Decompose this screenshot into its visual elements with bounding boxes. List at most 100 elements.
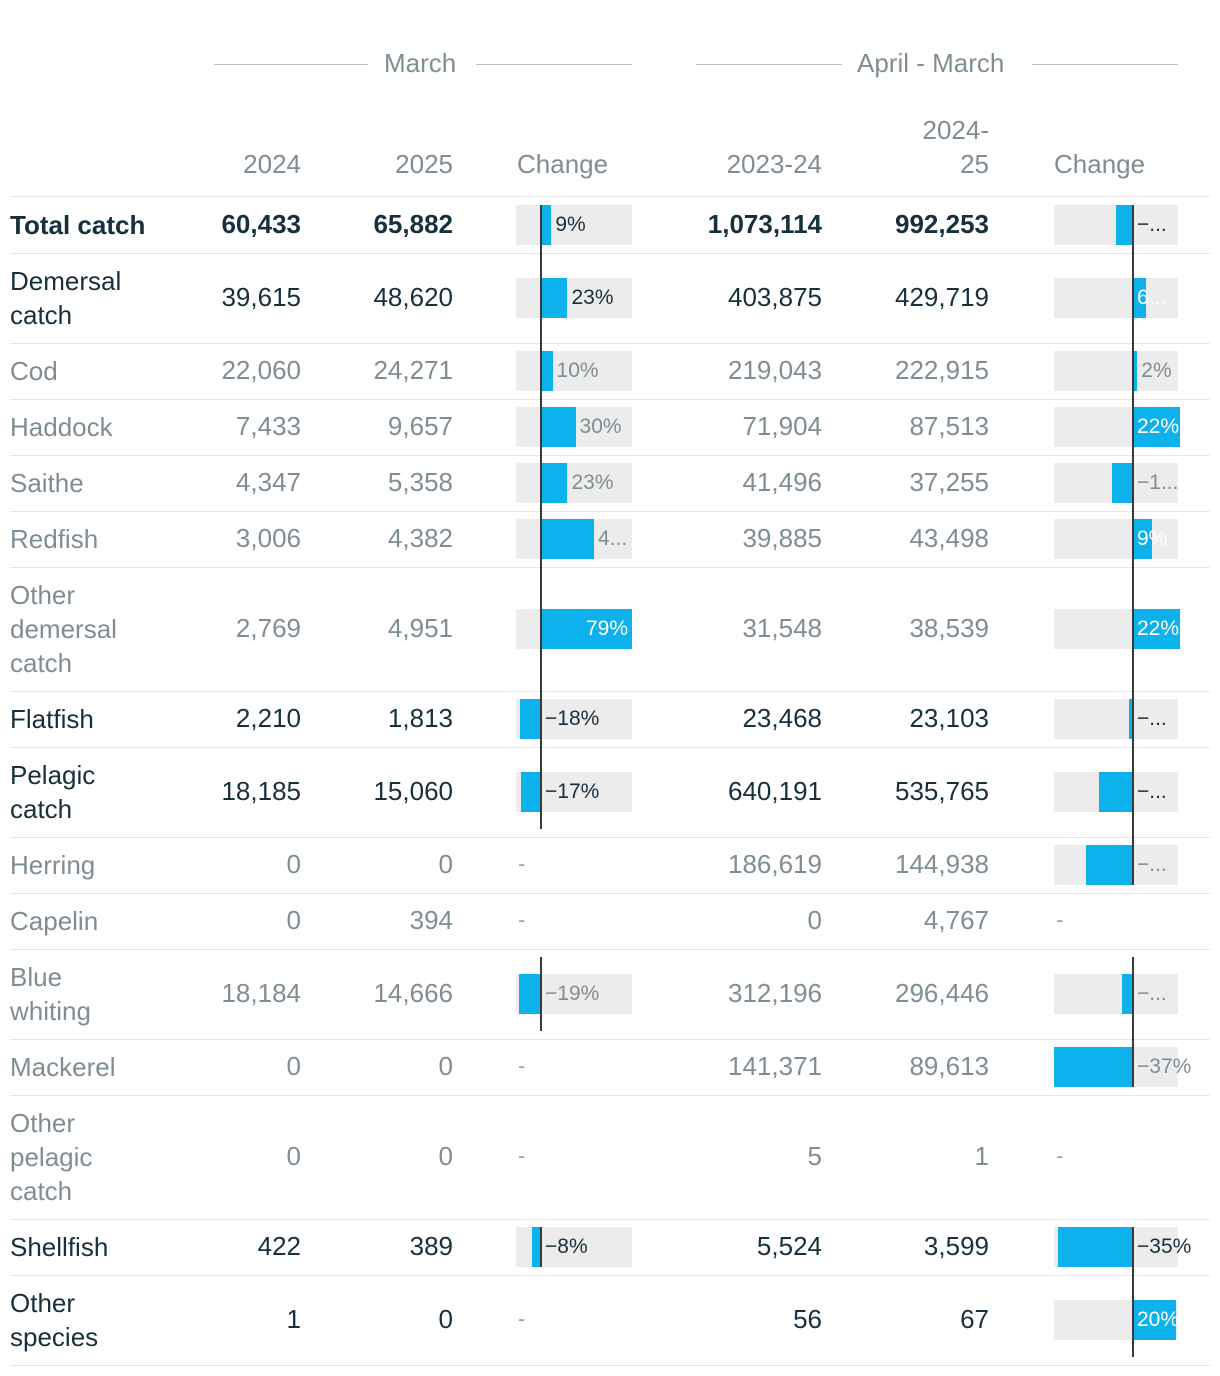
change-bar [1133, 351, 1138, 391]
row-label: Haddock [10, 410, 160, 444]
cell-v2024: 18,185 [221, 776, 301, 806]
change-bar-track [1054, 519, 1178, 559]
change-label: −8% [545, 1235, 588, 1258]
row-divider [10, 837, 1210, 838]
cell-v2024-25: 3,599 [923, 1231, 989, 1261]
change-bar-track [516, 463, 632, 503]
row-label: Herring [10, 848, 160, 882]
cell-v2024: 0 [286, 1141, 301, 1171]
row-divider [10, 1365, 1210, 1366]
cell-v2024-25: 4,767 [923, 905, 989, 935]
change-label: 9% [1137, 527, 1168, 550]
cell-v2024-25: 222,915 [895, 355, 989, 385]
change-bar-track [1054, 351, 1178, 391]
change-label: −... [1137, 780, 1167, 803]
row-label-line: Pelagic [10, 760, 96, 790]
change-bar [1115, 205, 1133, 245]
row-label-line: Other [10, 580, 76, 610]
change-bar-track [516, 351, 632, 391]
row-label: Cod [10, 354, 160, 388]
change-label: 79% [585, 617, 628, 640]
cell-v2025: 24,271 [373, 355, 453, 385]
change-label: 22% [1137, 617, 1180, 640]
cell-v2025: 15,060 [373, 776, 453, 806]
row-label: Total catch [10, 208, 160, 242]
change-bar [541, 519, 594, 559]
cell-v2025: 0 [438, 1304, 453, 1334]
change-label: −1... [1137, 471, 1179, 494]
cell-v2024-25: 296,446 [895, 978, 989, 1008]
row-divider [10, 1095, 1210, 1096]
row-label-line: Cod [10, 356, 58, 386]
row-label-line: whiting [10, 996, 91, 1026]
change-bar [1133, 278, 1146, 318]
change-bar [541, 278, 568, 318]
row-label-line: catch [10, 648, 73, 678]
cell-v2025: 9,657 [387, 411, 453, 441]
change-label: −35% [1137, 1235, 1192, 1258]
cell-v2024-25: 992,253 [895, 209, 989, 239]
change-bar-track [516, 278, 632, 318]
change-bar [521, 772, 541, 812]
change-dash: - [1056, 1143, 1064, 1168]
change-label: −18% [545, 707, 600, 730]
row-label-line: Saithe [10, 468, 84, 498]
row-label: Blue whiting [10, 960, 160, 1028]
col-header-change-month: Change [517, 149, 609, 179]
cell-v2024: 1 [286, 1304, 301, 1334]
row-divider [10, 893, 1210, 894]
group-line-right [476, 64, 632, 65]
col-header-2023-24: 2023-24 [726, 149, 822, 179]
zero-axis-line [1132, 1227, 1134, 1357]
row-label-line: Haddock [10, 412, 113, 442]
change-label: 10% [556, 359, 599, 382]
cell-v2023-24: 186,619 [728, 849, 822, 879]
row-label-line: Total catch [10, 210, 146, 240]
header-divider [10, 196, 1210, 197]
change-bar [1122, 974, 1133, 1014]
cell-v2025: 48,620 [373, 282, 453, 312]
group-label-year: April - March [857, 48, 1005, 78]
change-label: 23% [571, 471, 614, 494]
cell-v2023-24: 5,524 [756, 1231, 822, 1261]
cell-v2025: 5,358 [387, 467, 453, 497]
group-line-left [214, 64, 368, 65]
row-divider [10, 511, 1210, 512]
row-label-line: catch [10, 300, 73, 330]
change-bar [1133, 1300, 1176, 1340]
cell-v2024: 7,433 [235, 411, 301, 441]
cell-v2024: 3,006 [235, 523, 301, 553]
row-label: Redfish [10, 522, 160, 556]
row-label: Demersal catch [10, 264, 160, 332]
row-label-line: Herring [10, 850, 96, 880]
col-header-2024-25-line2: 25 [960, 149, 989, 179]
change-dash: - [518, 1053, 526, 1078]
change-dash: - [1056, 907, 1064, 932]
cell-v2023-24: 41,496 [742, 467, 822, 497]
cell-v2025: 14,666 [373, 978, 453, 1008]
change-bar [541, 205, 552, 245]
cell-v2024-25: 1 [974, 1141, 989, 1171]
cell-v2024: 18,184 [221, 978, 301, 1008]
change-label: 30% [579, 415, 622, 438]
cell-v2025: 0 [438, 849, 453, 879]
col-header-2025: 2025 [395, 149, 453, 179]
row-label: Flatfish [10, 702, 160, 736]
row-divider [10, 455, 1210, 456]
row-divider [10, 949, 1210, 950]
row-divider [10, 399, 1210, 400]
row-label: Other pelagic catch [10, 1106, 160, 1208]
cell-v2025: 0 [438, 1051, 453, 1081]
change-bar [1133, 609, 1180, 649]
cell-v2025: 4,382 [387, 523, 453, 553]
zero-axis-line [1132, 205, 1134, 885]
col-header-2024: 2024 [243, 149, 301, 179]
change-bar [1098, 772, 1133, 812]
cell-v2024-25: 43,498 [909, 523, 989, 553]
cell-v2024-25: 38,539 [909, 613, 989, 643]
cell-v2024-25: 37,255 [909, 467, 989, 497]
col-header-2024-25-line1: 2024- [922, 115, 990, 145]
change-bar [541, 463, 568, 503]
row-divider [10, 747, 1210, 748]
row-divider [10, 1275, 1210, 1276]
